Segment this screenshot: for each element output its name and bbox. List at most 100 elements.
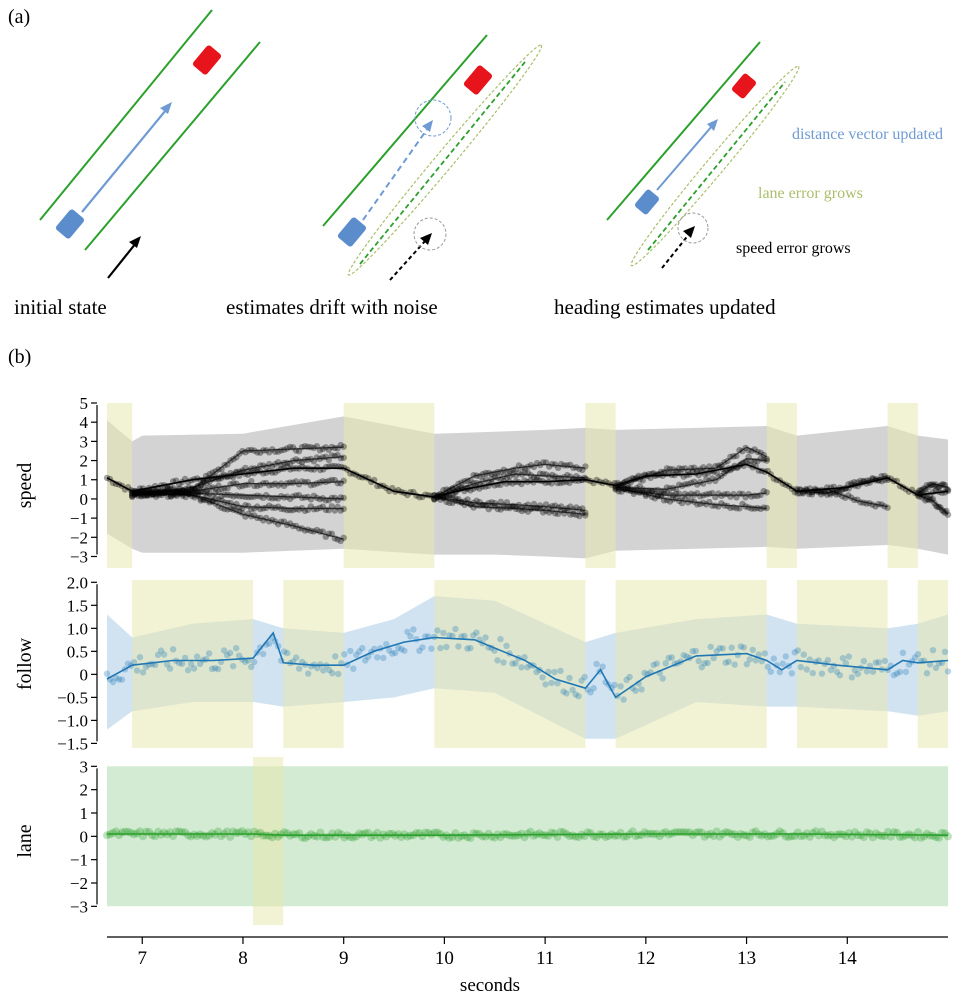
data-point: [229, 663, 237, 670]
data-point: [523, 829, 532, 838]
data-point: [350, 665, 357, 672]
data-point: [803, 666, 810, 673]
data-point: [872, 659, 880, 666]
data-point: [257, 644, 264, 651]
data-point: [526, 827, 535, 836]
series-line: [615, 446, 767, 488]
series-line: [434, 496, 586, 511]
series-line: [796, 475, 888, 494]
data-point: [848, 674, 856, 681]
road-edge-left: [322, 34, 488, 227]
y-tick-label: 2.0: [67, 573, 88, 592]
data-point: [154, 651, 162, 658]
speed-arrow: [389, 239, 427, 281]
y-axis-label: follow: [14, 637, 36, 690]
data-point: [185, 490, 192, 498]
y-tick-label: −1.5: [57, 734, 88, 753]
x-tick-label: 13: [737, 948, 756, 969]
data-point: [701, 660, 708, 667]
data-point: [851, 667, 859, 674]
data-point: [669, 466, 677, 473]
data-point: [794, 647, 801, 654]
data-point: [449, 632, 456, 640]
y-tick-label: 1: [80, 804, 89, 823]
distance-uncertainty: [414, 99, 452, 137]
data-point: [283, 445, 291, 452]
data-point: [548, 679, 555, 687]
annotation-distance-vector: distance vector updated: [792, 126, 944, 143]
data-point: [214, 665, 222, 673]
highlight-interval: [887, 403, 918, 568]
data-point: [725, 658, 732, 665]
data-point: [500, 659, 507, 666]
data-point: [752, 657, 759, 664]
data-point: [109, 678, 117, 686]
data-point: [512, 660, 519, 667]
data-point: [569, 686, 576, 694]
data-point: [818, 670, 826, 677]
data-point: [446, 632, 453, 639]
y-tick-label: −3: [70, 547, 88, 566]
data-point: [567, 503, 574, 510]
series-16: [793, 484, 891, 511]
data-point: [190, 665, 198, 672]
data-point: [883, 827, 892, 836]
data-point: [452, 625, 459, 633]
data-point: [727, 453, 734, 460]
data-point: [134, 489, 142, 496]
y-tick-label: 0: [80, 490, 89, 509]
data-point: [166, 665, 174, 672]
x-tick-label: 9: [339, 948, 349, 969]
series-line: [917, 482, 949, 494]
data-point: [731, 661, 738, 668]
data-point: [295, 481, 303, 488]
data-point: [124, 660, 132, 667]
y-tick-label: −2: [70, 528, 88, 547]
data-point: [836, 672, 844, 679]
panel-b-label: (b): [8, 346, 32, 368]
data-point: [434, 627, 441, 634]
data-point: [845, 653, 853, 660]
panel-a-schematic: [39, 9, 800, 281]
data-point: [853, 831, 862, 840]
y-tick-label: −1: [70, 851, 88, 870]
data-point: [784, 832, 793, 841]
data-point: [340, 534, 347, 541]
data-point: [316, 504, 324, 511]
y-tick-label: 3: [80, 432, 89, 451]
data-point: [245, 502, 252, 510]
data-point: [575, 693, 582, 700]
data-point: [668, 654, 675, 661]
data-point: [582, 512, 589, 519]
data-point: [248, 506, 255, 513]
data-point: [737, 643, 744, 650]
x-tick-label: 8: [238, 948, 248, 969]
data-point: [130, 659, 138, 666]
data-point: [743, 661, 750, 668]
y-tick-label: 0: [80, 665, 89, 684]
x-tick-label: 14: [838, 948, 858, 969]
data-point: [440, 629, 447, 637]
data-point: [739, 459, 746, 467]
data-point: [401, 647, 408, 654]
data-point: [133, 667, 141, 674]
data-point: [782, 653, 789, 660]
data-point: [719, 645, 726, 652]
data-point: [634, 831, 643, 840]
data-point: [359, 644, 366, 652]
data-point: [164, 493, 172, 500]
data-point: [707, 643, 714, 650]
series-line: [434, 463, 586, 498]
data-point: [820, 831, 829, 840]
y-axis-follow: −1.5 −1.0 −0.5 0 0.5 1.0 1.5 2.0 follow: [14, 573, 98, 753]
data-point: [173, 489, 181, 496]
data-point: [233, 492, 240, 499]
chart-follow: −1.5 −1.0 −0.5 0 0.5 1.0 1.5 2.0 follow: [14, 573, 952, 753]
data-point: [242, 658, 249, 665]
data-point: [232, 829, 241, 838]
data-point: [521, 502, 529, 510]
data-point: [196, 660, 204, 668]
data-point: [916, 493, 923, 500]
data-point: [941, 509, 949, 516]
data-point: [511, 831, 520, 840]
